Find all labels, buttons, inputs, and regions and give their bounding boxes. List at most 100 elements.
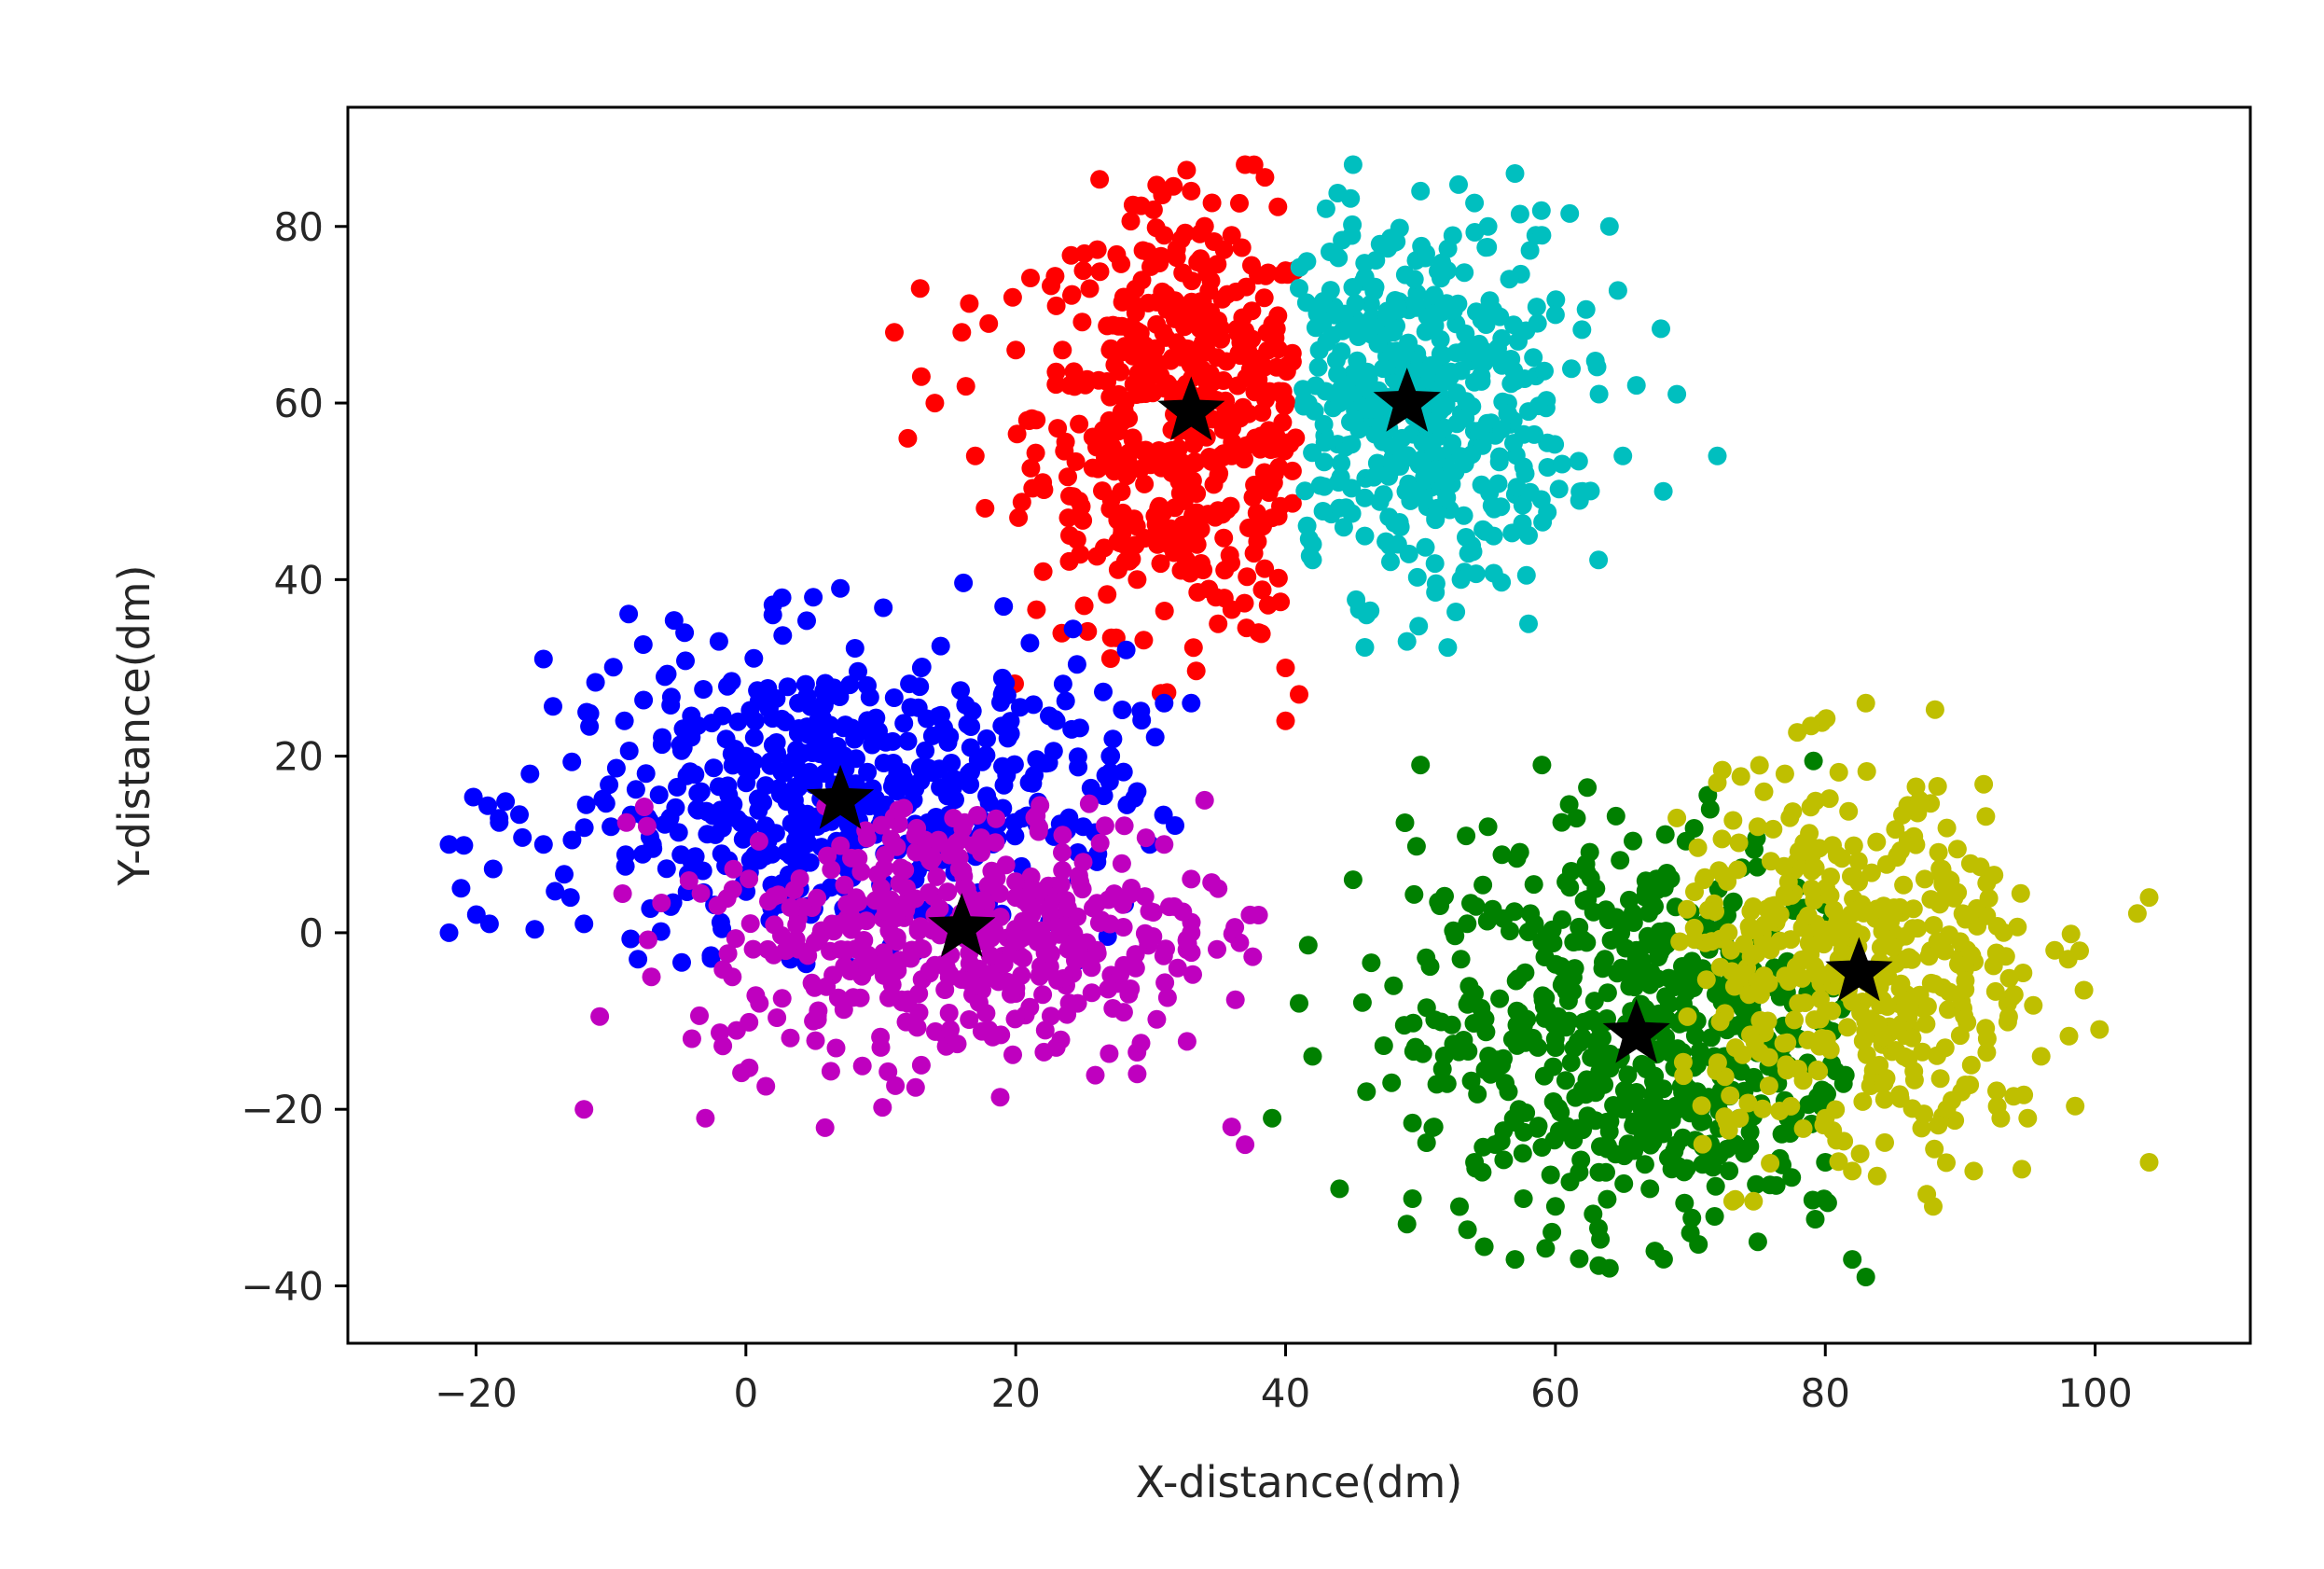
scatter-point: [857, 828, 877, 848]
scatter-point: [1474, 1237, 1494, 1257]
scatter-point: [1058, 508, 1078, 528]
scatter-point: [661, 696, 681, 715]
y-tick-label: −20: [241, 1087, 324, 1132]
scatter-point: [961, 717, 981, 736]
scatter-point: [1425, 1010, 1445, 1030]
scatter-point: [777, 940, 796, 960]
scatter-point: [1409, 617, 1429, 636]
scatter-point: [1597, 1162, 1615, 1182]
scatter-point: [1800, 824, 1819, 843]
cluster-center-star-icon: [928, 893, 996, 957]
scatter-point: [1601, 931, 1621, 950]
cluster-centers: [806, 368, 1893, 1063]
scatter-point: [994, 775, 1014, 795]
scatter-point: [1457, 528, 1475, 547]
scatter-point: [1195, 790, 1214, 810]
scatter-point: [1143, 200, 1163, 219]
scatter-point: [1560, 878, 1580, 897]
scatter-point: [1416, 322, 1435, 341]
scatter-point: [1062, 285, 1082, 304]
scatter-point: [1743, 897, 1763, 916]
scatter-point: [602, 817, 621, 837]
scatter-point: [1230, 933, 1250, 952]
scatter-point: [633, 635, 653, 654]
scatter-point: [1127, 570, 1147, 590]
scatter-point: [898, 993, 918, 1013]
scatter-point: [698, 825, 717, 844]
scatter-point: [1488, 474, 1508, 493]
scatter-point: [1930, 895, 1949, 914]
scatter-point: [1011, 929, 1031, 949]
scatter-point: [1054, 969, 1073, 988]
y-tick-label: 80: [274, 204, 324, 250]
scatter-point: [992, 668, 1012, 687]
scatter-point: [709, 632, 728, 651]
scatter-point: [1560, 203, 1580, 223]
scatter-point: [1569, 451, 1588, 471]
scatter-point: [1675, 1193, 1695, 1213]
scatter-point: [1937, 1153, 1956, 1173]
scatter-point: [1073, 817, 1093, 837]
scatter-point: [2024, 995, 2043, 1015]
scatter-point: [1264, 473, 1283, 493]
scatter-point: [1330, 1179, 1349, 1199]
scatter-point: [1114, 762, 1133, 782]
scatter-point: [895, 860, 915, 880]
scatter-point: [1280, 434, 1300, 453]
scatter-point: [1513, 495, 1532, 515]
scatter-point: [1691, 1112, 1710, 1132]
scatter-point: [1103, 729, 1123, 749]
cluster-3-points: [574, 790, 1268, 1155]
scatter-point: [546, 882, 565, 901]
scatter-point: [1846, 900, 1865, 920]
scatter-point: [1197, 372, 1216, 392]
scatter-point: [1937, 1100, 1957, 1119]
scatter-point: [1753, 1099, 1772, 1118]
scatter-point: [767, 733, 786, 752]
scatter-point: [1821, 868, 1840, 886]
scatter-point: [1382, 1073, 1402, 1092]
scatter-point: [1046, 296, 1066, 315]
scatter-point: [1222, 446, 1241, 465]
cluster-2-points: [439, 573, 1201, 977]
scatter-point: [1504, 434, 1523, 453]
scatter-point: [965, 446, 985, 465]
scatter-point: [1446, 463, 1465, 482]
scatter-point: [1929, 1116, 1948, 1135]
scatter-point: [1003, 1045, 1022, 1064]
scatter-point: [1355, 526, 1375, 546]
scatter-point: [1546, 290, 1566, 310]
scatter-point: [878, 951, 898, 971]
scatter-point: [764, 887, 783, 907]
scatter-point: [1005, 826, 1025, 846]
scatter-point: [1347, 590, 1366, 609]
scatter-point: [1334, 518, 1353, 537]
scatter-point: [1147, 1009, 1167, 1029]
scatter-point: [1046, 362, 1066, 382]
scatter-point: [1856, 693, 1875, 713]
scatter-point: [1543, 1057, 1563, 1076]
scatter-point: [1577, 862, 1597, 882]
scatter-point: [696, 1108, 715, 1128]
scatter-point: [1215, 561, 1235, 580]
scatter-point: [1070, 414, 1089, 434]
scatter-point: [1100, 746, 1120, 766]
scatter-point: [1999, 1007, 2018, 1026]
scatter-point: [1563, 967, 1583, 987]
scatter-point: [1857, 762, 1876, 781]
scatter-point: [1532, 756, 1552, 775]
scatter-point: [520, 764, 540, 784]
scatter-point: [1122, 549, 1141, 569]
scatter-point: [1433, 346, 1453, 366]
scatter-point: [1724, 977, 1744, 996]
scatter-point: [1120, 884, 1140, 904]
scatter-point: [1891, 974, 1911, 993]
scatter-point: [1867, 1166, 1887, 1186]
scatter-point: [1929, 842, 1948, 862]
scatter-point: [1545, 1029, 1565, 1048]
scatter-point: [1529, 396, 1548, 416]
scatter-point: [1677, 1159, 1696, 1178]
scatter-point: [1665, 978, 1684, 996]
scatter-point: [1141, 455, 1160, 475]
cluster-center-star-icon: [1373, 368, 1441, 432]
